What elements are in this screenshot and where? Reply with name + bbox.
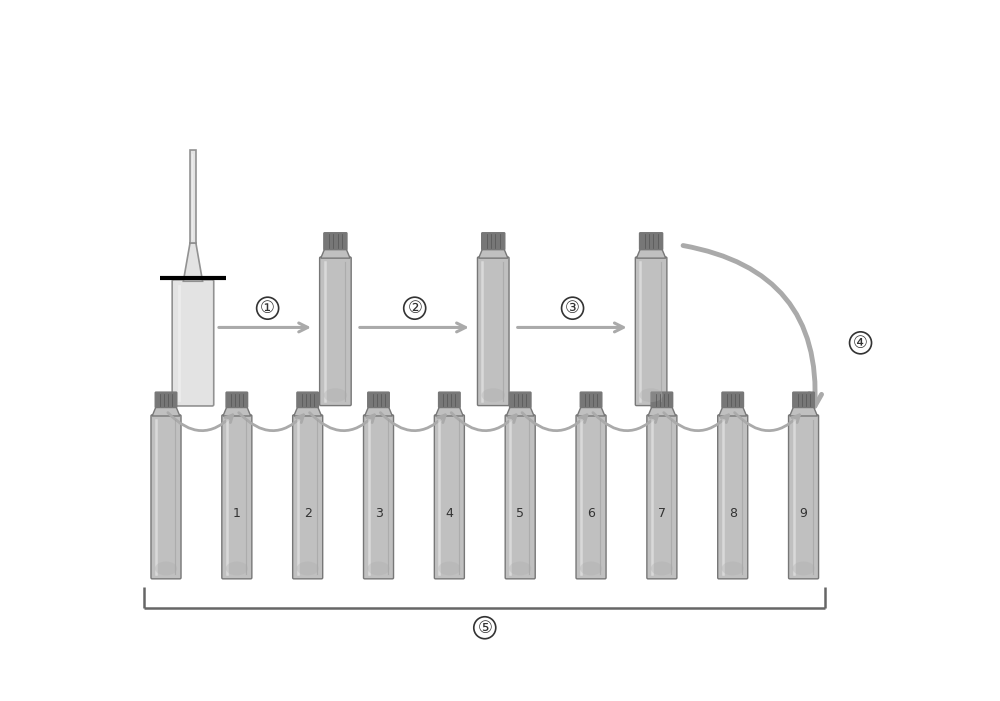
- FancyBboxPatch shape: [364, 415, 394, 579]
- FancyBboxPatch shape: [635, 257, 667, 406]
- FancyBboxPatch shape: [222, 415, 252, 579]
- Bar: [190, 150, 196, 243]
- Polygon shape: [648, 407, 676, 416]
- FancyBboxPatch shape: [293, 415, 323, 579]
- FancyBboxPatch shape: [151, 415, 181, 579]
- Polygon shape: [479, 249, 508, 258]
- FancyBboxPatch shape: [576, 415, 606, 579]
- Ellipse shape: [155, 562, 177, 576]
- Ellipse shape: [722, 562, 744, 576]
- Text: ④: ④: [853, 334, 868, 352]
- FancyBboxPatch shape: [722, 392, 744, 407]
- Polygon shape: [294, 407, 322, 416]
- Text: ②: ②: [407, 299, 422, 317]
- FancyBboxPatch shape: [793, 392, 814, 407]
- Text: 4: 4: [445, 507, 453, 519]
- FancyBboxPatch shape: [509, 392, 531, 407]
- Polygon shape: [790, 407, 817, 416]
- Polygon shape: [719, 407, 747, 416]
- FancyBboxPatch shape: [226, 392, 248, 407]
- Text: 9: 9: [800, 507, 807, 519]
- Ellipse shape: [792, 562, 815, 576]
- Ellipse shape: [482, 388, 505, 402]
- Ellipse shape: [367, 562, 390, 576]
- Polygon shape: [365, 407, 392, 416]
- FancyBboxPatch shape: [651, 392, 673, 407]
- FancyBboxPatch shape: [477, 257, 509, 406]
- FancyBboxPatch shape: [482, 233, 505, 250]
- FancyBboxPatch shape: [324, 233, 347, 250]
- FancyBboxPatch shape: [320, 257, 351, 406]
- Polygon shape: [636, 249, 666, 258]
- Polygon shape: [183, 243, 203, 281]
- Text: ③: ③: [565, 299, 580, 317]
- Ellipse shape: [580, 562, 602, 576]
- Text: 3: 3: [375, 507, 382, 519]
- Text: 7: 7: [658, 507, 666, 519]
- Ellipse shape: [297, 562, 319, 576]
- Polygon shape: [506, 407, 534, 416]
- Ellipse shape: [651, 562, 673, 576]
- FancyBboxPatch shape: [647, 415, 677, 579]
- FancyBboxPatch shape: [789, 415, 819, 579]
- Ellipse shape: [639, 388, 663, 402]
- Ellipse shape: [438, 562, 460, 576]
- Polygon shape: [321, 249, 350, 258]
- Text: 6: 6: [587, 507, 595, 519]
- Text: ①: ①: [260, 299, 275, 317]
- FancyBboxPatch shape: [580, 392, 602, 407]
- FancyBboxPatch shape: [172, 280, 214, 406]
- Text: 5: 5: [516, 507, 524, 519]
- Ellipse shape: [226, 562, 248, 576]
- Polygon shape: [223, 407, 251, 416]
- Ellipse shape: [509, 562, 531, 576]
- Text: 8: 8: [729, 507, 737, 519]
- Text: 1: 1: [233, 507, 241, 519]
- Polygon shape: [577, 407, 605, 416]
- Ellipse shape: [324, 388, 347, 402]
- FancyBboxPatch shape: [640, 233, 663, 250]
- FancyBboxPatch shape: [439, 392, 460, 407]
- FancyBboxPatch shape: [368, 392, 389, 407]
- FancyBboxPatch shape: [505, 415, 535, 579]
- FancyBboxPatch shape: [718, 415, 748, 579]
- Polygon shape: [435, 407, 463, 416]
- Polygon shape: [152, 407, 180, 416]
- FancyBboxPatch shape: [434, 415, 464, 579]
- FancyBboxPatch shape: [155, 392, 177, 407]
- Text: 2: 2: [304, 507, 312, 519]
- FancyBboxPatch shape: [297, 392, 318, 407]
- Text: ⑤: ⑤: [477, 619, 492, 637]
